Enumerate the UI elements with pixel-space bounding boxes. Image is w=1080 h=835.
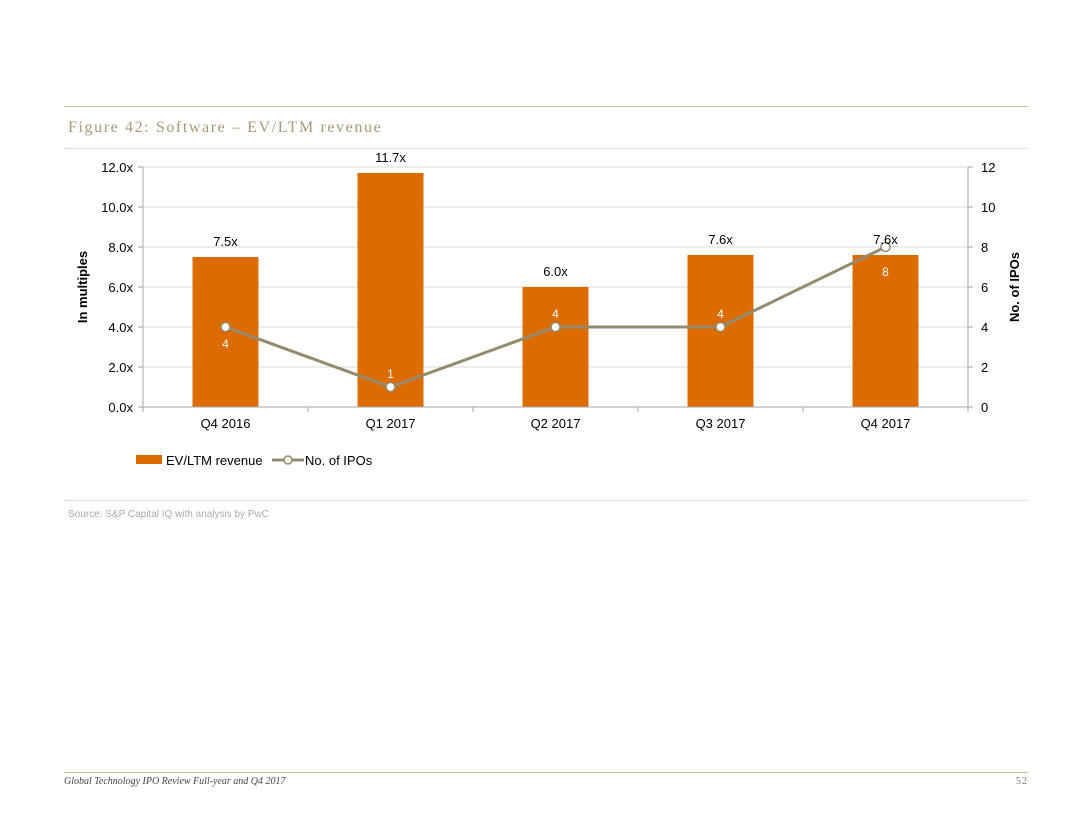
bar-value-label: 11.7x: [375, 150, 406, 165]
top-rule: [64, 106, 1028, 107]
ipo-point: [880, 241, 891, 253]
bar: [852, 255, 919, 407]
ipo-point: [550, 321, 561, 333]
ipo-value-label: 4: [717, 307, 724, 321]
x-tick-label: Q3 2017: [696, 416, 746, 431]
bar-value-label: 7.5x: [213, 234, 238, 249]
y2-tick-label: 12: [981, 160, 995, 175]
footer-rule: [64, 772, 1028, 773]
y2-tick-label: 8: [981, 240, 988, 255]
source-note: Source: S&P Capital IQ with analysis by …: [68, 509, 270, 520]
ipo-value-label: 4: [222, 337, 229, 351]
ipo-value-label: 8: [882, 265, 889, 279]
data-labels: 7.5x 11.7x 6.0x 7.6x 7.6x 4 1 4 4 8: [213, 150, 898, 381]
ipo-point: [385, 381, 396, 393]
y2-axis-title: No. of IPOs: [1007, 252, 1022, 322]
y-tick-label: 0.0x: [108, 400, 133, 415]
axes: 0.0x 0 2.0x 2 4.0x 4 6.0x 6 8.0x 8 10.0x 10 12.0x 12 Q…: [75, 160, 1022, 431]
x-tick-label: Q2 2017: [531, 416, 581, 431]
y-tick-label: 4.0x: [108, 320, 133, 335]
ipo-value-label: 1: [387, 367, 394, 381]
y-axis-title: In multiples: [75, 251, 90, 323]
bar: [522, 287, 589, 407]
ipo-point: [715, 321, 726, 333]
ipo-line: [220, 241, 891, 393]
y-tick-label: 8.0x: [108, 240, 133, 255]
source-divider: [64, 500, 1028, 501]
legend-swatch-bar: [136, 455, 162, 464]
legend-label-line: No. of IPOs: [305, 453, 373, 468]
bar-value-label: 6.0x: [543, 264, 568, 279]
legend-swatch-marker: [283, 455, 293, 465]
bar: [357, 173, 424, 407]
y2-tick-label: 2: [981, 360, 988, 375]
footer-title: Global Technology IPO Review Full-year a…: [64, 776, 286, 787]
y2-tick-label: 0: [981, 400, 988, 415]
x-tick-label: Q1 2017: [366, 416, 416, 431]
ipo-point: [220, 321, 231, 333]
ipo-value-label: 4: [552, 307, 559, 321]
x-tick-label: Q4 2016: [201, 416, 251, 431]
y2-tick-label: 4: [981, 320, 988, 335]
bar-value-label: 7.6x: [708, 232, 733, 247]
legend: EV/LTM revenue No. of IPOs: [136, 453, 373, 468]
title-divider: [64, 148, 1028, 149]
bar-value-label: 7.6x: [873, 232, 898, 247]
x-tick-label: Q4 2017: [861, 416, 911, 431]
y-tick-label: 6.0x: [108, 280, 133, 295]
page-number: 52: [1016, 776, 1028, 787]
y-tick-label: 2.0x: [108, 360, 133, 375]
y-tick-label: 10.0x: [101, 200, 133, 215]
figure-title: Figure 42: Software – EV/LTM revenue: [68, 119, 383, 136]
bars: [192, 173, 919, 407]
y2-tick-label: 6: [981, 280, 988, 295]
y-tick-label: 12.0x: [101, 160, 133, 175]
y2-tick-label: 10: [981, 200, 995, 215]
legend-label-bar: EV/LTM revenue: [166, 453, 263, 468]
